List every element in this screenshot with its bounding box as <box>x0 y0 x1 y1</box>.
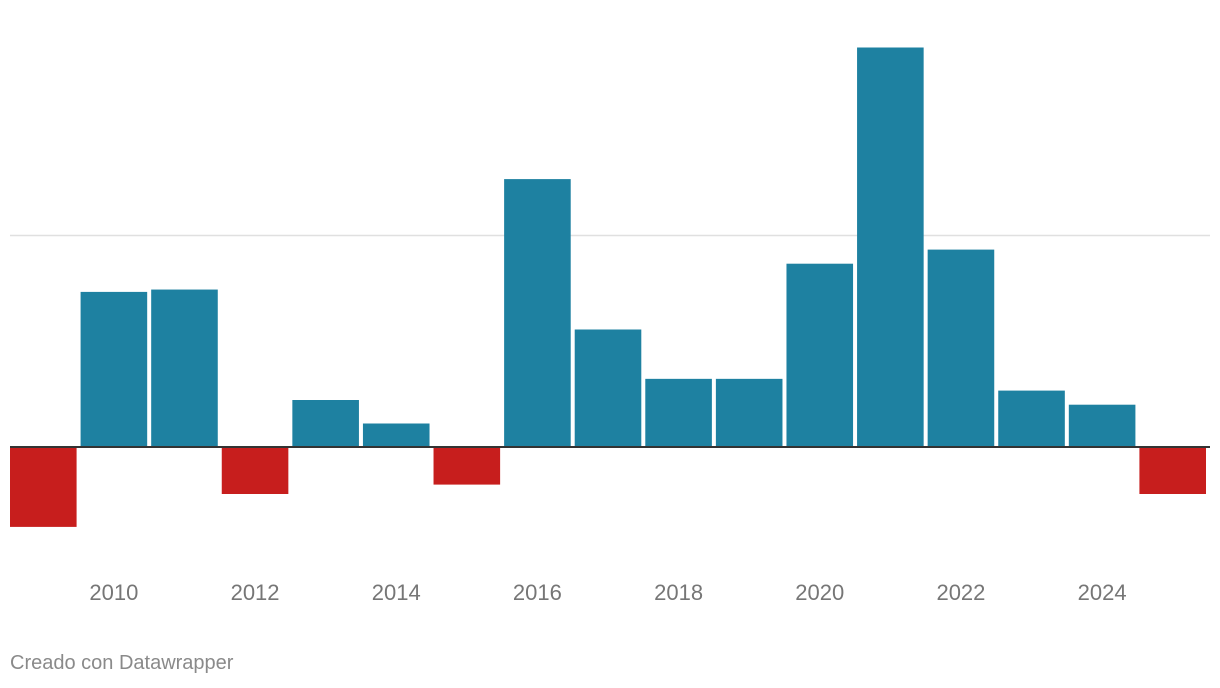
bars <box>10 47 1206 527</box>
bar-2022 <box>927 249 995 447</box>
x-tick-label: 2012 <box>231 580 280 605</box>
bar-2014 <box>362 423 430 447</box>
bar-2021 <box>857 47 924 447</box>
x-axis: 2010 2012 2014 2016 2018 2020 2022 2024 <box>10 446 1210 605</box>
x-tick-label: 2014 <box>372 580 421 605</box>
datawrapper-credit: Creado con Datawrapper <box>10 652 234 674</box>
bar-2016 <box>504 179 571 447</box>
bar-2019 <box>715 378 783 447</box>
bar-chart: 2010 2012 2014 2016 2018 2020 2022 2024 <box>10 47 1210 605</box>
bar-2009 <box>10 447 77 527</box>
bar-2020 <box>786 263 854 447</box>
x-tick-label: 2020 <box>795 580 844 605</box>
bar-2017 <box>574 329 642 447</box>
bar-2018 <box>645 378 712 447</box>
bar-2015 <box>433 447 501 485</box>
bar-2011 <box>151 289 218 447</box>
bar-2025 <box>1139 447 1206 494</box>
x-tick-label: 2022 <box>936 580 985 605</box>
bar-2010 <box>80 291 148 447</box>
x-tick-label: 2024 <box>1078 580 1127 605</box>
bar-2012 <box>221 447 289 494</box>
x-tick-label: 2010 <box>89 580 138 605</box>
x-tick-label: 2016 <box>513 580 562 605</box>
bar-2013 <box>292 400 359 447</box>
bar-2023 <box>998 390 1065 447</box>
bar-2024 <box>1068 404 1136 447</box>
x-tick-label: 2018 <box>654 580 703 605</box>
